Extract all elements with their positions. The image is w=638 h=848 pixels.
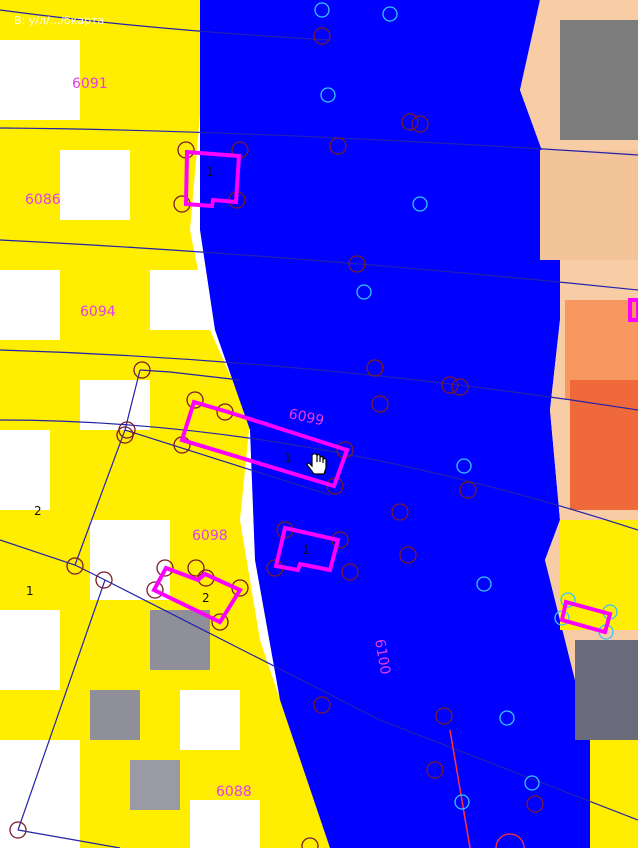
building-label: 1 bbox=[284, 451, 292, 465]
map-title: В: у/л/.../бкарта bbox=[14, 14, 105, 27]
building-outline[interactable] bbox=[151, 565, 243, 625]
parcel-label: 6100 bbox=[371, 638, 393, 676]
building-outline[interactable] bbox=[628, 298, 638, 322]
building-label: 2 bbox=[202, 591, 210, 605]
building-label: 2 bbox=[34, 504, 42, 518]
parcel-label: 6088 bbox=[216, 784, 252, 800]
parcel-label: 6091 bbox=[72, 76, 108, 92]
buildings[interactable] bbox=[151, 149, 638, 635]
parcel-label: 6099 bbox=[287, 406, 325, 429]
building-outline[interactable] bbox=[559, 599, 613, 635]
building-labels: 1 1 1 2 2 1 bbox=[26, 165, 310, 605]
parcel-label: 6098 bbox=[192, 528, 228, 544]
parcel-label: 6094 bbox=[80, 304, 116, 320]
hand-pointer-icon bbox=[306, 453, 327, 475]
building-label: 1 bbox=[26, 584, 34, 598]
parcel-labels: 6091 6086 6094 6099 6098 6100 6088 bbox=[25, 76, 393, 800]
building-label: 1 bbox=[206, 165, 214, 179]
road-line bbox=[449, 729, 471, 848]
building-outline[interactable] bbox=[179, 399, 350, 489]
parcel-label: 6086 bbox=[25, 192, 61, 208]
building-outline[interactable] bbox=[273, 525, 341, 573]
building-label: 1 bbox=[302, 543, 310, 557]
boundary-lines bbox=[0, 9, 638, 848]
building-outline[interactable] bbox=[183, 149, 242, 209]
